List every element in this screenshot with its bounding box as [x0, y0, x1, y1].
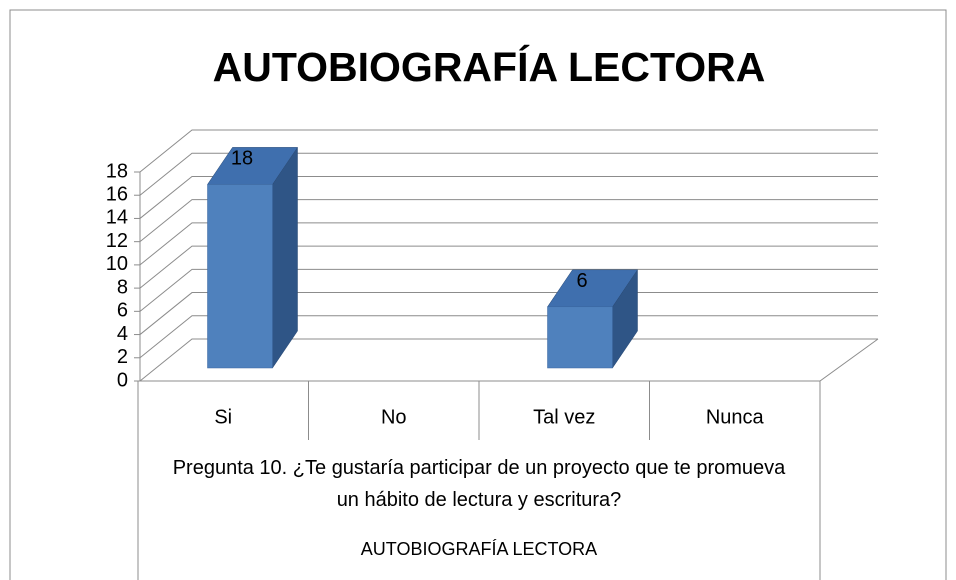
chart-border	[9, 9, 947, 580]
grid-line	[139, 152, 878, 196]
data-label: 6	[576, 270, 587, 292]
grid-line	[139, 245, 878, 289]
bar	[547, 306, 613, 369]
y-tick-label: 6	[117, 300, 128, 322]
data-label: 18	[231, 148, 253, 170]
category-group: Pregunta 10. ¿Te gustaría participar de …	[172, 457, 786, 511]
y-tick-label: 16	[106, 184, 128, 206]
bar	[207, 184, 273, 369]
y-tick-label: 2	[117, 346, 128, 368]
grid-line	[139, 175, 878, 219]
y-tick-label: 14	[106, 207, 128, 229]
y-tick-label: 0	[117, 369, 128, 391]
y-tick-label: 18	[106, 160, 128, 182]
x-tick-label: Si	[214, 406, 232, 428]
grid-line	[139, 268, 878, 312]
chart-title: AUTOBIOGRAFÍA LECTORA	[213, 44, 766, 90]
x-tick-label: No	[381, 406, 407, 428]
category-super-group: AUTOBIOGRAFÍA LECTORA	[361, 539, 597, 559]
x-tick-label: Nunca	[706, 406, 765, 428]
bar-side	[272, 146, 298, 369]
y-tick-label: 4	[117, 323, 128, 345]
y-tick-label: 12	[106, 230, 128, 252]
grid-line	[139, 292, 878, 335]
grid-line	[139, 338, 878, 382]
grid-line	[139, 199, 878, 243]
grid-line	[139, 315, 878, 359]
grid-line	[139, 129, 878, 173]
y-tick-label: 8	[117, 276, 128, 298]
grid-line	[139, 222, 878, 266]
x-tick-label: Tal vez	[533, 406, 595, 428]
y-tick-label: 10	[106, 253, 128, 275]
